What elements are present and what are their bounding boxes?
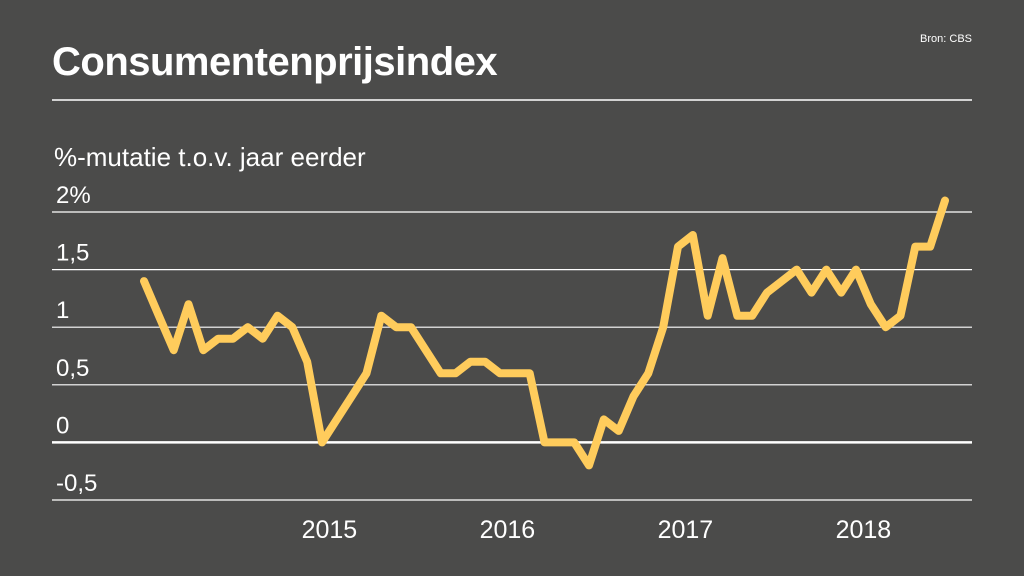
y-axis-title: %-mutatie t.o.v. jaar eerder <box>54 142 366 172</box>
chart-title: Consumentenprijsindex <box>52 40 498 84</box>
cpi-series-line <box>140 196 949 470</box>
gridlines <box>52 211 972 501</box>
x-tick-label: 2018 <box>836 516 892 544</box>
x-tick-label: 2015 <box>302 516 358 544</box>
y-tick-label: 0 <box>56 412 69 439</box>
source-label: Bron: CBS <box>920 33 972 45</box>
x-tick-label: 2016 <box>480 516 536 544</box>
y-tick-label: 1,5 <box>56 240 89 267</box>
y-tick-label: -0,5 <box>56 470 97 497</box>
x-tick-labels: 2015 2016 2017 2018 <box>302 516 892 544</box>
y-tick-label: 2% <box>56 182 91 209</box>
y-tick-labels: -0,5 0 0,5 1 1,5 2% <box>56 182 97 497</box>
y-tick-label: 0,5 <box>56 355 89 382</box>
x-tick-label: 2017 <box>658 516 714 544</box>
y-tick-label: 1 <box>56 297 69 324</box>
